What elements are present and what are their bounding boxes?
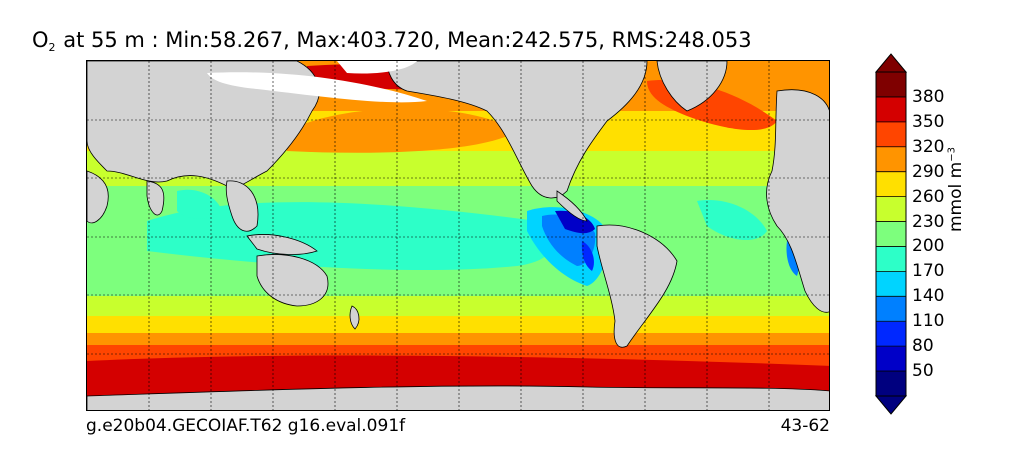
colorbar-tick-label: 320 [912, 136, 945, 157]
colorbar-segment [876, 371, 906, 397]
land-new-zealand [349, 305, 360, 330]
footer-case-name: g.e20b04.GECOIAF.T62 g16.eval.091f [86, 416, 406, 436]
colorbar-tick-label: 170 [912, 261, 945, 282]
band-south-orange [87, 333, 829, 347]
colorbar-segment [876, 121, 906, 148]
colorbar-ticks [876, 96, 906, 372]
land-africa-west [87, 170, 109, 224]
graticule [87, 61, 829, 410]
colorbar-max-arrow [874, 53, 908, 73]
colorbar-units: mmol m−3 [946, 147, 966, 232]
land-central-america [556, 190, 588, 222]
footer-years: 43-62 [780, 416, 830, 436]
colorbar-segment [876, 321, 906, 347]
colorbar-tick-label: 140 [912, 286, 945, 307]
colorbar-tick-label: 110 [912, 311, 945, 332]
title-species-subscript: 2 [48, 41, 56, 54]
colorbar-segment [876, 346, 906, 372]
land-australia [256, 254, 329, 307]
colorbar [874, 53, 908, 415]
north-pacific-orange [287, 108, 517, 153]
colorbar-segment [876, 296, 906, 322]
units-main: mmol m [946, 161, 966, 232]
colorbar-tick-label: 230 [912, 211, 945, 232]
land-north-america [386, 61, 648, 199]
atlantic-teal [697, 200, 767, 241]
east-pacific-omz-core [555, 210, 595, 234]
benguela-blue [786, 241, 799, 276]
colorbar-segment [876, 146, 906, 173]
colorbar-segment [876, 271, 906, 297]
band-south-mid [87, 296, 829, 318]
arabian-sea-teal [177, 189, 222, 219]
colorbar-segment [876, 221, 906, 247]
colorbar-segment [876, 96, 906, 123]
land-south-america [596, 224, 678, 348]
land-masses [87, 61, 829, 410]
land-antarctica [87, 385, 829, 410]
land-europe-africa [766, 89, 829, 313]
arctic-sea-ice [207, 72, 427, 103]
colorbar-outline [875, 71, 907, 397]
land-india [146, 180, 165, 216]
colorbar-tick-label: 200 [912, 236, 945, 257]
colorbar-segment [876, 171, 906, 198]
colorbar-segments [874, 53, 908, 415]
colorbar-min-arrow [874, 395, 908, 415]
colorbar-tick-label: 380 [912, 86, 945, 107]
ocean-map [86, 60, 830, 411]
colorbar-tick-label: 350 [912, 111, 945, 132]
colorbar-segment [876, 72, 906, 98]
land-indonesia [246, 234, 318, 255]
units-exponent: −3 [946, 147, 958, 162]
east-pacific-omz-peru [581, 241, 594, 271]
map-svg [87, 61, 829, 410]
land-southeast-asia [225, 180, 259, 232]
title-species: O [32, 28, 49, 52]
arctic-sea-ice-2 [337, 61, 417, 74]
colorbar-tick-label: 290 [912, 161, 945, 182]
colorbar-segment [876, 246, 906, 272]
title-stats: at 55 m : Min:58.267, Max:403.720, Mean:… [56, 28, 752, 52]
colorbar-tick-label: 260 [912, 186, 945, 207]
colorbar-segment [876, 196, 906, 223]
colorbar-tick-label: 80 [912, 336, 934, 357]
colorbar-tick-label: 50 [912, 361, 934, 382]
plot-title: O2 at 55 m : Min:58.267, Max:403.720, Me… [32, 28, 752, 54]
land-greenland [656, 61, 728, 112]
